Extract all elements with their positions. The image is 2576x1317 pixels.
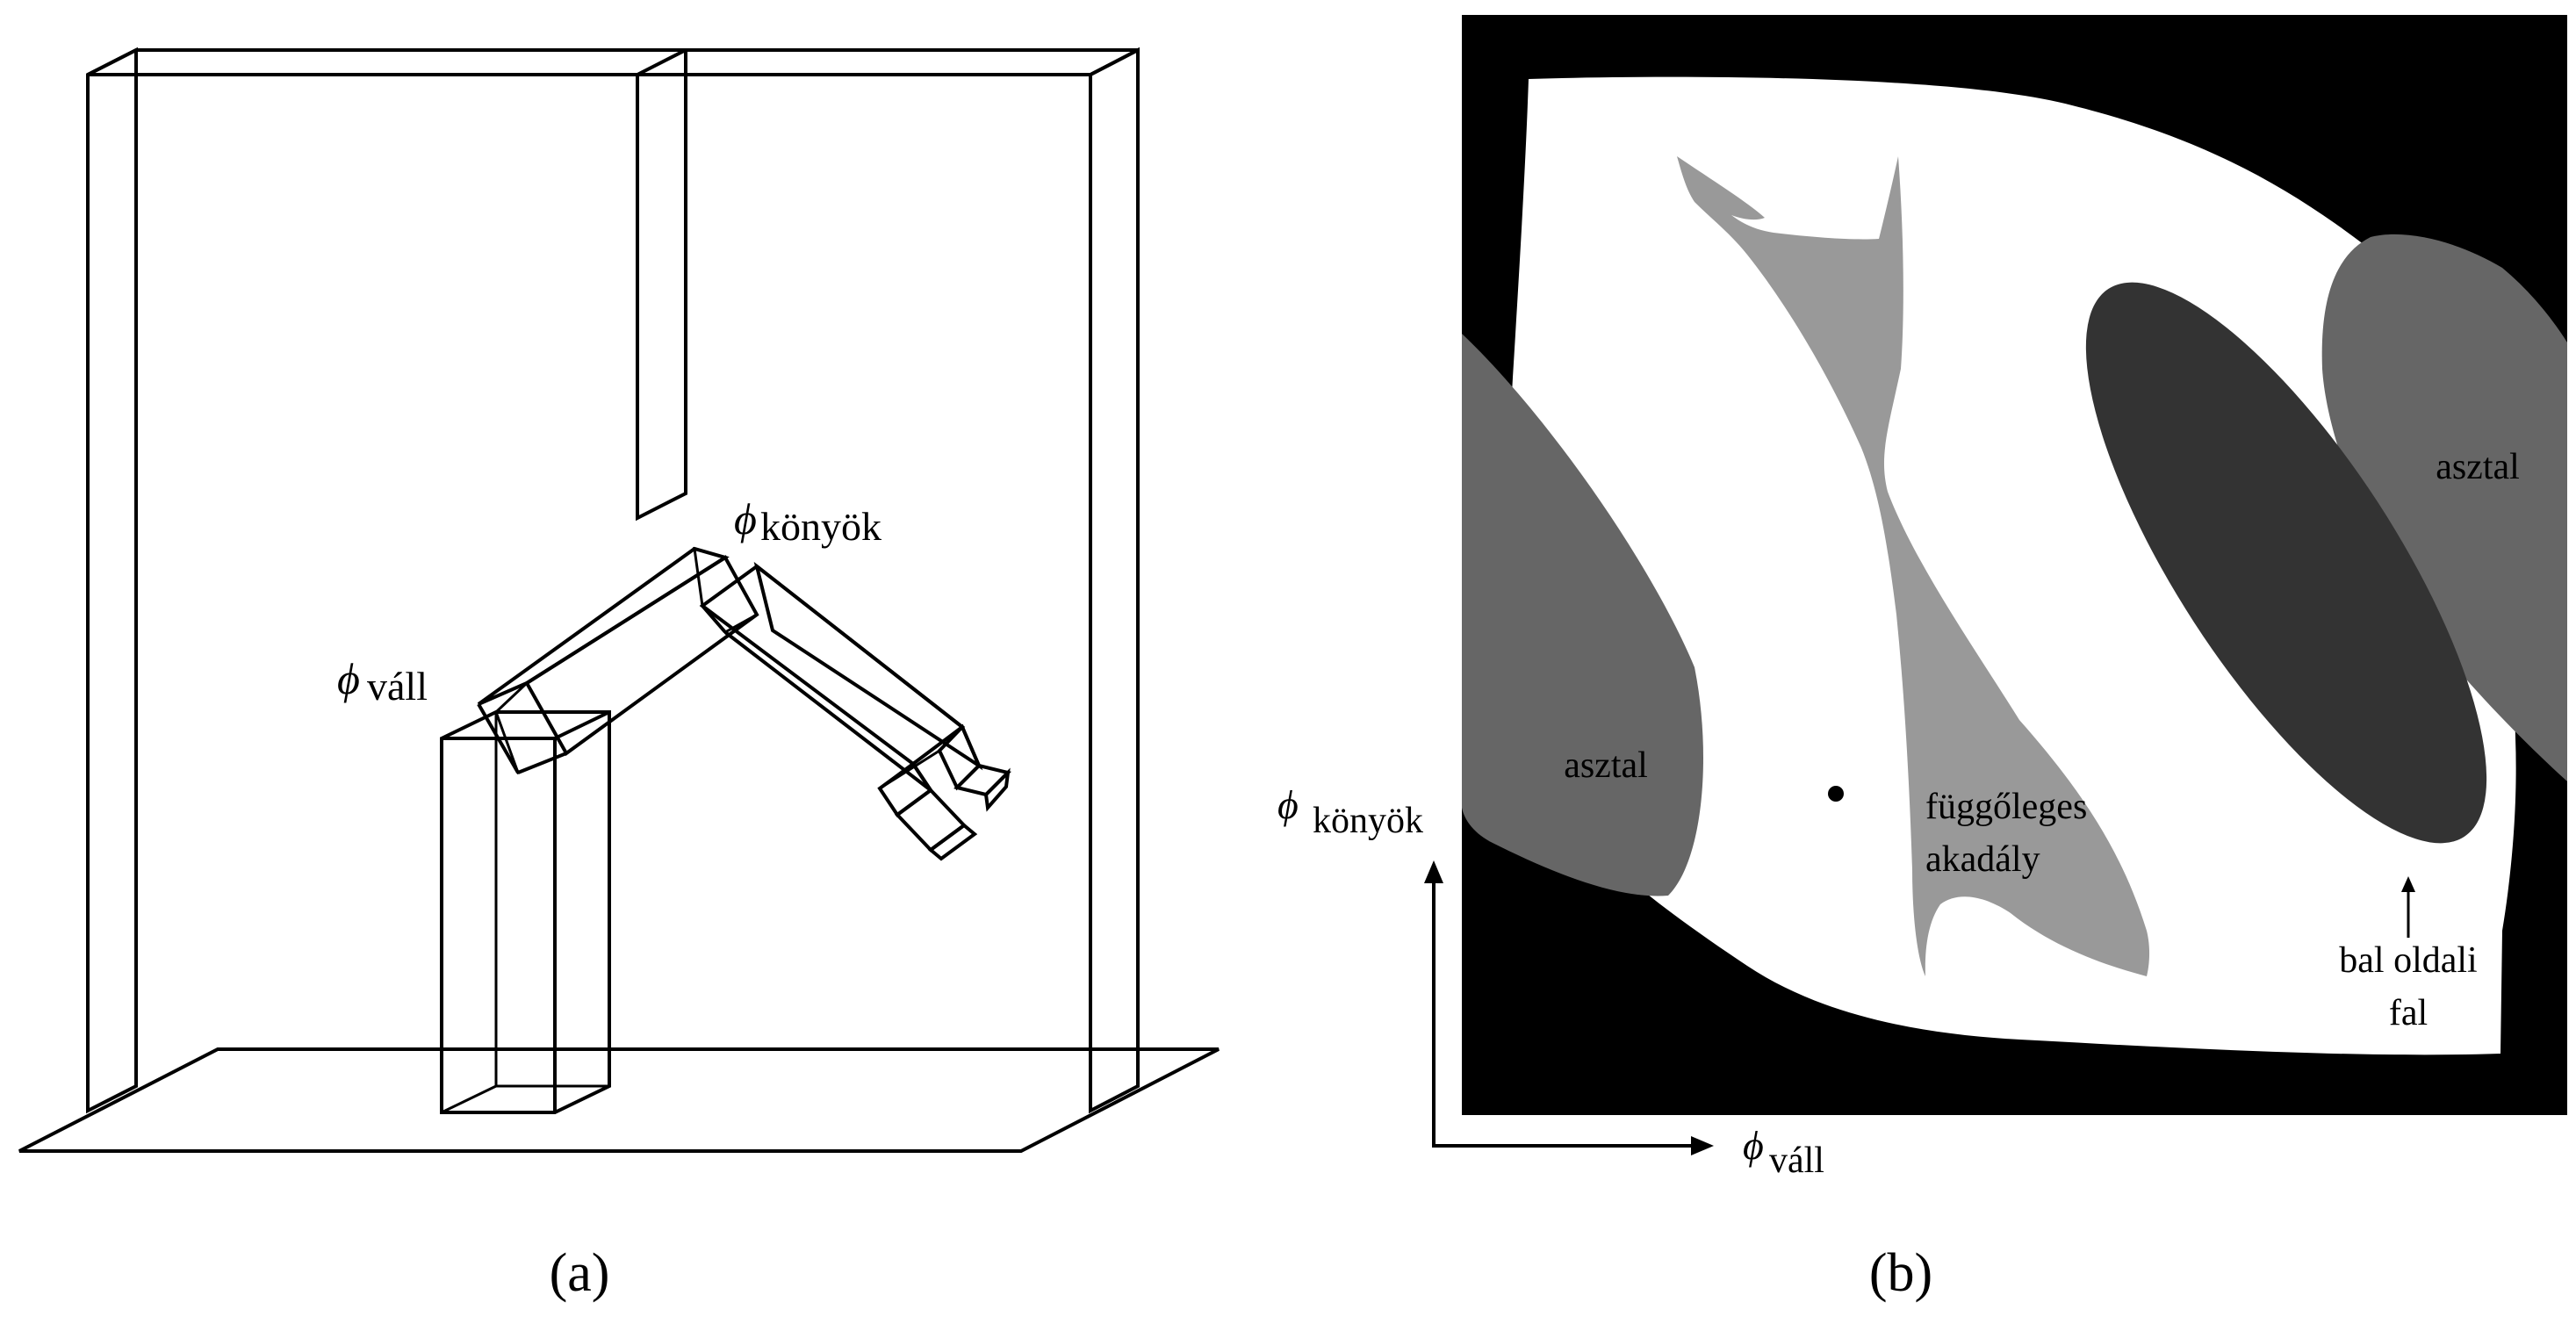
panel-b-configuration-space: asztal asztal függőleges akadály bal old… — [1462, 15, 2567, 1115]
label-left-wall-line2: fal — [2389, 993, 2428, 1033]
shoulder-axis-arrowhead — [1691, 1136, 1714, 1155]
floor-plane — [18, 1047, 1220, 1153]
caption-b: (b) — [1869, 1243, 1932, 1303]
elbow-joint — [693, 546, 759, 634]
label-table-right: asztal — [2436, 447, 2520, 487]
gripper — [877, 723, 1011, 861]
label-vertical-obstacle-line1: függőleges — [1925, 787, 2087, 827]
elbow-axis-symbol: ϕ — [1277, 782, 1299, 827]
left-wall-region — [2085, 282, 2487, 844]
elbow-axis-subscript: könyök — [1313, 801, 1423, 841]
left-wall-pointer-arrow — [2401, 876, 2415, 938]
caption-a: (a) — [550, 1243, 610, 1303]
vertical-obstacle-region — [1677, 156, 2150, 976]
left-pillar — [86, 47, 138, 1114]
label-vertical-obstacle-line2: akadály — [1925, 839, 2040, 880]
config-space-axes: ϕ könyök ϕ váll — [1277, 782, 1824, 1181]
right-pillar — [1089, 47, 1140, 1114]
shoulder-axis-subscript: váll — [1769, 1141, 1824, 1181]
current-configuration-dot — [1828, 786, 1844, 802]
forearm-link — [699, 561, 983, 792]
label-table-left: asztal — [1564, 745, 1648, 786]
shoulder-angle-symbol: ϕ — [337, 654, 360, 703]
label-left-wall-line1: bal oldali — [2339, 940, 2477, 981]
elbow-angle-symbol: ϕ — [734, 494, 757, 543]
hanging-obstacle — [636, 48, 687, 522]
table-region-left — [1462, 334, 1703, 896]
free-space-region — [1504, 76, 2516, 1055]
robot-base — [440, 710, 611, 1114]
elbow-axis-arrowhead — [1424, 860, 1443, 883]
table-region-right — [2321, 234, 2567, 781]
top-beam — [87, 48, 1139, 76]
panel-a-robot-scene: ϕ könyök ϕ váll — [18, 47, 1220, 1153]
elbow-angle-subscript: könyök — [760, 504, 881, 549]
shoulder-axis-symbol: ϕ — [1743, 1123, 1764, 1168]
shoulder-angle-subscript: váll — [367, 664, 428, 709]
